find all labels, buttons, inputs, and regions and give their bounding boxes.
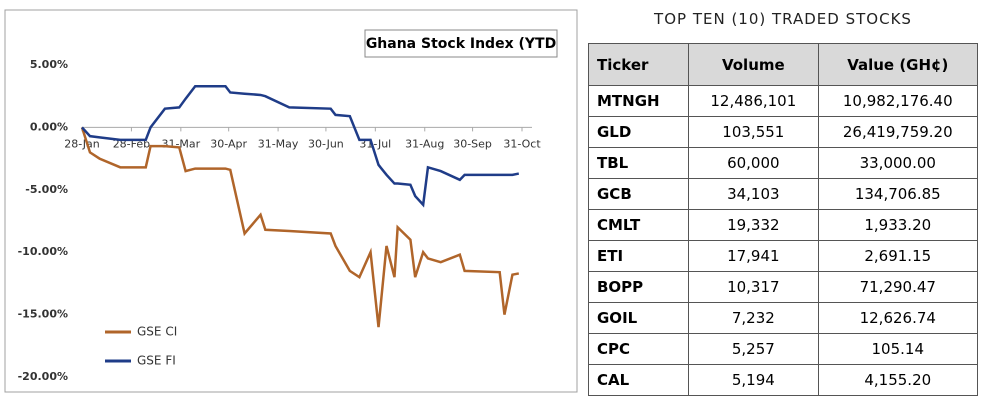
table-cell: 1,933.20 [817,209,979,241]
x-tick-label: 31-Mar [161,137,200,150]
table-cell: 2,691.15 [817,240,979,272]
table-cell: 34,103 [688,178,819,210]
table-cell: GCB [587,178,690,210]
table-cell: 19,332 [688,209,819,241]
chart: Ghana Stock Index (YTD 5.00% 0.00% -5.00% -… [4,9,578,393]
table-row: ETI 17,941 2,691.15 [587,240,979,272]
y-tick-label: -5.00% [25,183,68,196]
legend-label: GSE FI [137,354,176,368]
table-cell: 105.14 [817,333,979,365]
table-row: CAL 5,194 4,155.20 [587,364,979,396]
x-tick-label: 31-Aug [405,137,444,150]
table-cell: GLD [587,116,690,148]
table-cell: 10,317 [688,271,819,303]
table: Ticker Volume Value (GH¢) MTNGH 12,486,101 10… [587,43,979,396]
table-cell: 17,941 [688,240,819,272]
table-cell: 10,982,176.40 [817,85,979,117]
header-cell: Ticker [587,43,690,86]
y-tick-label: 5.00% [30,58,68,71]
table-cell: 134,706.85 [817,178,979,210]
table-cell: GOIL [587,302,690,334]
table-cell: MTNGH [587,85,690,117]
header-row: Ticker Volume Value (GH¢) [587,43,979,86]
chart-frame [4,9,578,393]
table-cell: 5,257 [688,333,819,365]
y-tick-label: -15.00% [18,308,68,321]
table-row: CPC 5,257 105.14 [587,333,979,365]
header-cell: Value (GH¢) [817,43,979,86]
title-box [364,29,558,58]
table-row: BOPP 10,317 71,290.47 [587,271,979,303]
y-tick-label: -10.00% [18,245,68,258]
table-cell: 7,232 [688,302,819,334]
table-cell: BOPP [587,271,690,303]
table-cell: 26,419,759.20 [817,116,979,148]
y-tick-label: -20.00% [18,370,68,383]
table-title: TOP TEN (10) TRADED STOCKS [654,10,912,28]
table-cell: 103,551 [688,116,819,148]
series-line [81,84,520,208]
table-row: GOIL 7,232 12,626.74 [587,302,979,334]
table-row: TBL 60,000 33,000.00 [587,147,979,179]
table-cell: 4,155.20 [817,364,979,396]
x-tick-label: 28-Jan [64,137,100,150]
table-cell: 5,194 [688,364,819,396]
x-tick-label: 30-Jun [308,137,344,150]
legend-label: GSE CI [137,325,177,339]
table-cell: 12,486,101 [688,85,819,117]
table-cell: 12,626.74 [817,302,979,334]
x-tick-label: 30-Sep [453,137,492,150]
table-cell: 71,290.47 [817,271,979,303]
table-cell: CPC [587,333,690,365]
table-cell: TBL [587,147,690,179]
x-tick-label: 31-Oct [503,137,541,150]
table-row: GLD 103,551 26,419,759.20 [587,116,979,148]
table-cell: ETI [587,240,690,272]
table-cell: CAL [587,364,690,396]
table-cell: 33,000.00 [817,147,979,179]
table-cell: 60,000 [688,147,819,179]
header-cell: Volume [688,43,819,86]
y-tick-label: 0.00% [30,120,68,133]
series-line [80,127,520,328]
x-tick-label: 30-Apr [210,137,247,150]
table-row: MTNGH 12,486,101 10,982,176.40 [587,85,979,117]
chart-title: Ghana Stock Index (YTD [366,36,556,52]
table-row: GCB 34,103 134,706.85 [587,178,979,210]
x-tick-label: 31-May [258,137,299,150]
table-row: CMLT 19,332 1,933.20 [587,209,979,241]
table-cell: CMLT [587,209,690,241]
